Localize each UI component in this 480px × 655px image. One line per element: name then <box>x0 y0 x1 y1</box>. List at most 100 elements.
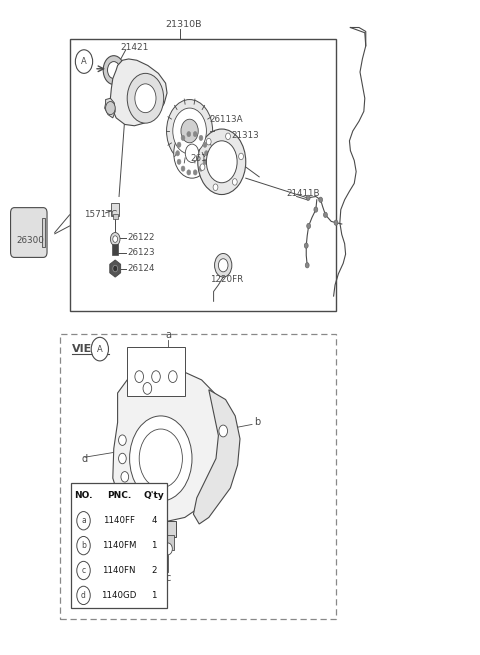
Bar <box>60 334 336 619</box>
Circle shape <box>185 144 199 162</box>
Circle shape <box>177 142 181 147</box>
Circle shape <box>324 212 327 217</box>
Circle shape <box>110 233 120 246</box>
Text: 1140FM: 1140FM <box>102 541 136 550</box>
Circle shape <box>139 429 182 488</box>
Circle shape <box>204 151 208 156</box>
Text: A: A <box>81 57 87 66</box>
Circle shape <box>215 253 232 277</box>
Circle shape <box>203 142 207 147</box>
Circle shape <box>305 263 309 268</box>
Text: 4: 4 <box>151 516 157 525</box>
FancyBboxPatch shape <box>11 208 47 257</box>
Circle shape <box>91 337 108 361</box>
Text: 1140FN: 1140FN <box>102 566 135 575</box>
Text: 26300: 26300 <box>17 236 45 245</box>
Circle shape <box>193 170 197 175</box>
Circle shape <box>219 425 228 437</box>
Circle shape <box>239 153 243 160</box>
Circle shape <box>143 383 152 394</box>
Circle shape <box>77 536 90 555</box>
Polygon shape <box>113 368 228 523</box>
Circle shape <box>218 259 228 272</box>
Circle shape <box>181 119 198 143</box>
Text: b: b <box>81 541 86 550</box>
Text: 21421: 21421 <box>120 43 148 52</box>
Circle shape <box>307 223 311 229</box>
Circle shape <box>334 220 338 225</box>
Circle shape <box>167 100 213 162</box>
Text: 2: 2 <box>151 566 157 575</box>
Circle shape <box>77 561 90 580</box>
Circle shape <box>119 435 126 445</box>
Circle shape <box>213 184 218 191</box>
Text: 26113A: 26113A <box>210 115 243 124</box>
Circle shape <box>135 371 144 383</box>
Circle shape <box>306 195 310 200</box>
Text: a: a <box>165 330 171 341</box>
Circle shape <box>108 62 120 79</box>
Text: 1140FF: 1140FF <box>103 516 135 525</box>
Text: NO.: NO. <box>74 491 93 500</box>
Circle shape <box>119 453 126 464</box>
Circle shape <box>199 166 203 171</box>
Circle shape <box>77 512 90 530</box>
Circle shape <box>187 170 191 175</box>
Text: 21310B: 21310B <box>166 20 202 29</box>
Circle shape <box>121 472 129 482</box>
Text: b: b <box>254 417 261 428</box>
Circle shape <box>174 128 210 178</box>
Bar <box>167 535 174 550</box>
Bar <box>70 39 336 311</box>
Circle shape <box>113 265 118 272</box>
Circle shape <box>181 166 185 171</box>
Polygon shape <box>105 98 115 118</box>
Circle shape <box>152 371 160 383</box>
Text: 1571TC: 1571TC <box>84 210 117 219</box>
Text: c: c <box>165 572 171 583</box>
Circle shape <box>75 50 93 73</box>
Circle shape <box>203 159 207 164</box>
Text: c: c <box>82 566 85 575</box>
Circle shape <box>103 56 124 84</box>
Bar <box>113 214 118 219</box>
Bar <box>42 218 45 247</box>
Polygon shape <box>110 59 167 126</box>
Circle shape <box>319 197 323 202</box>
Circle shape <box>232 179 237 185</box>
Circle shape <box>168 371 177 383</box>
Text: 26124: 26124 <box>127 264 155 273</box>
Circle shape <box>164 543 172 555</box>
Circle shape <box>173 108 206 154</box>
Text: 1: 1 <box>151 591 157 600</box>
Circle shape <box>177 159 181 164</box>
Bar <box>111 203 119 216</box>
Circle shape <box>181 136 185 141</box>
Text: 21313: 21313 <box>232 131 260 140</box>
Text: Q'ty: Q'ty <box>144 491 165 500</box>
Bar <box>127 347 185 396</box>
Bar <box>112 244 118 255</box>
Circle shape <box>130 416 192 501</box>
Bar <box>165 521 176 537</box>
Text: d: d <box>81 591 86 600</box>
Circle shape <box>206 138 211 145</box>
Text: 21411B: 21411B <box>286 189 320 198</box>
Circle shape <box>113 236 118 242</box>
Circle shape <box>206 141 237 183</box>
Circle shape <box>226 133 230 140</box>
Text: 26123: 26123 <box>127 248 155 257</box>
Bar <box>71 483 167 608</box>
Text: 1220FR: 1220FR <box>210 275 243 284</box>
Text: 26112A: 26112A <box>190 154 224 163</box>
Text: 1: 1 <box>151 541 157 550</box>
Text: 1140GD: 1140GD <box>101 591 136 600</box>
Polygon shape <box>193 390 240 524</box>
Text: d: d <box>82 453 88 464</box>
Circle shape <box>187 132 191 137</box>
Circle shape <box>199 136 203 141</box>
Polygon shape <box>110 260 120 277</box>
Circle shape <box>193 132 197 137</box>
Circle shape <box>176 151 180 156</box>
Circle shape <box>314 207 318 212</box>
